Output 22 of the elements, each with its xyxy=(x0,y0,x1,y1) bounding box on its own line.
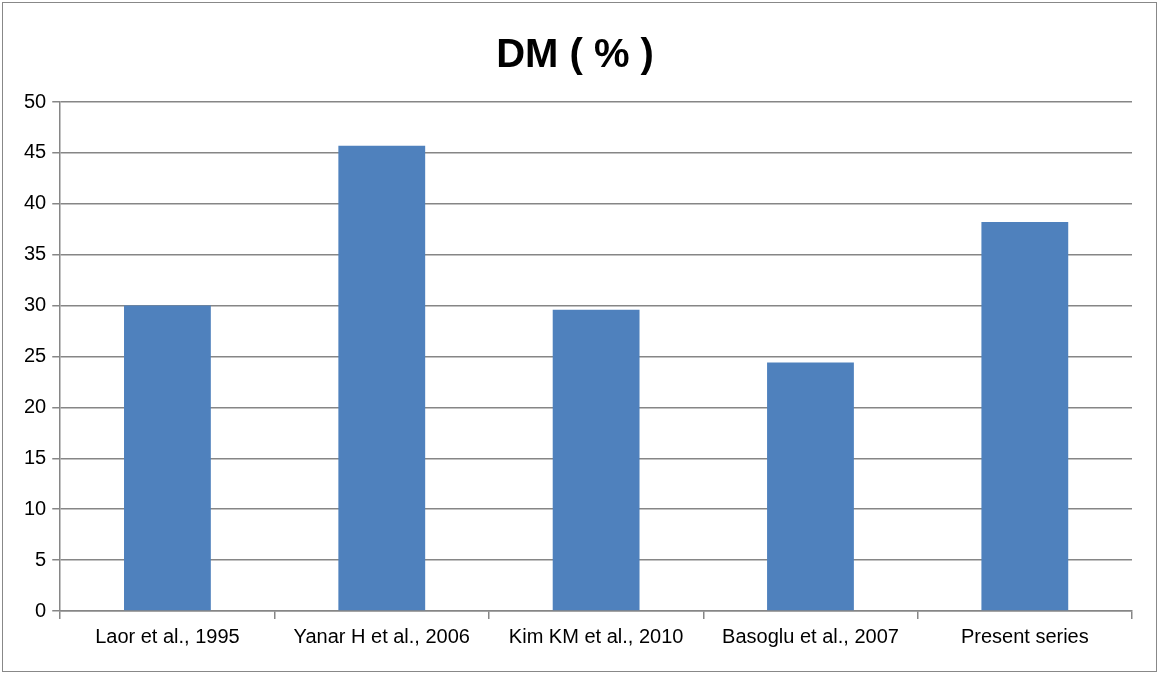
y-tick-label: 35 xyxy=(24,242,47,265)
bar xyxy=(124,305,211,611)
y-tick-label: 5 xyxy=(35,547,47,570)
x-tick-label: Present series xyxy=(960,624,1089,647)
y-tick-label: 30 xyxy=(24,293,47,316)
y-tick-label: 10 xyxy=(24,496,47,519)
bar xyxy=(767,362,854,611)
y-tick-label: 25 xyxy=(24,344,47,367)
x-tick-label: Yanar H et al., 2006 xyxy=(293,624,470,647)
y-tick-label: 50 xyxy=(24,89,47,112)
bar xyxy=(338,145,426,611)
bar xyxy=(552,309,640,611)
x-tick-label: Laor et al., 1995 xyxy=(95,624,240,647)
y-tick-label: 15 xyxy=(24,445,47,468)
y-tick-label: 40 xyxy=(24,191,47,214)
chart-title: DM ( % ) xyxy=(496,31,654,76)
bar xyxy=(981,222,1069,611)
x-tick-label: Basoglu et al., 2007 xyxy=(722,624,899,647)
y-tick-label: 45 xyxy=(24,140,47,163)
y-tick-label: 20 xyxy=(24,394,47,417)
y-tick-label: 0 xyxy=(35,598,47,621)
x-tick-label: Kim KM et al., 2010 xyxy=(508,624,684,647)
